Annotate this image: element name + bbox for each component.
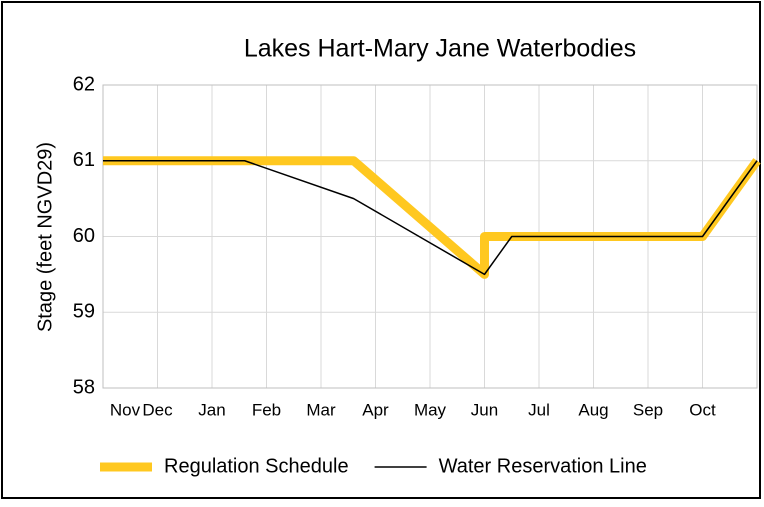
x-tick-label: Mar [306, 400, 336, 419]
x-tick-label: Aug [578, 400, 608, 419]
legend-label: Regulation Schedule [164, 455, 349, 477]
x-tick-label: Oct [689, 400, 716, 419]
x-tick-label: Sep [633, 400, 663, 419]
chart-title: Lakes Hart-Mary Jane Waterbodies [244, 35, 636, 63]
frame [1, 1, 761, 499]
y-tick-label: 58 [73, 376, 95, 398]
line-series [103, 160, 758, 276]
y-tick-label: 59 [73, 301, 95, 323]
legend-label: Water Reservation Line [439, 455, 647, 477]
y-tick-label: 61 [73, 149, 95, 171]
y-tick-label: 60 [73, 225, 95, 247]
x-tick-label: Nov [110, 400, 141, 419]
x-tick-label: Jul [528, 400, 550, 419]
x-tick-label: Feb [252, 400, 281, 419]
x-tick-label: May [414, 400, 447, 419]
x-tick-label: Jan [198, 400, 225, 419]
x-tick-label: Jun [471, 400, 498, 419]
y-axis-label: Stage (feet NGVD29) [34, 142, 56, 332]
x-tick-label: Dec [142, 400, 173, 419]
y-tick-label: 62 [73, 73, 95, 95]
plot-border [102, 84, 758, 389]
x-tick-label: Apr [362, 400, 389, 419]
